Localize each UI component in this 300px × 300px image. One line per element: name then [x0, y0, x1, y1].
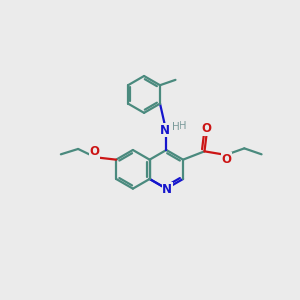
Text: N: N: [162, 183, 172, 196]
Text: O: O: [202, 122, 212, 135]
Text: N: N: [160, 124, 170, 136]
Text: H: H: [172, 122, 180, 132]
Text: O: O: [221, 153, 232, 166]
Text: NH: NH: [171, 121, 187, 131]
Text: O: O: [90, 146, 100, 158]
